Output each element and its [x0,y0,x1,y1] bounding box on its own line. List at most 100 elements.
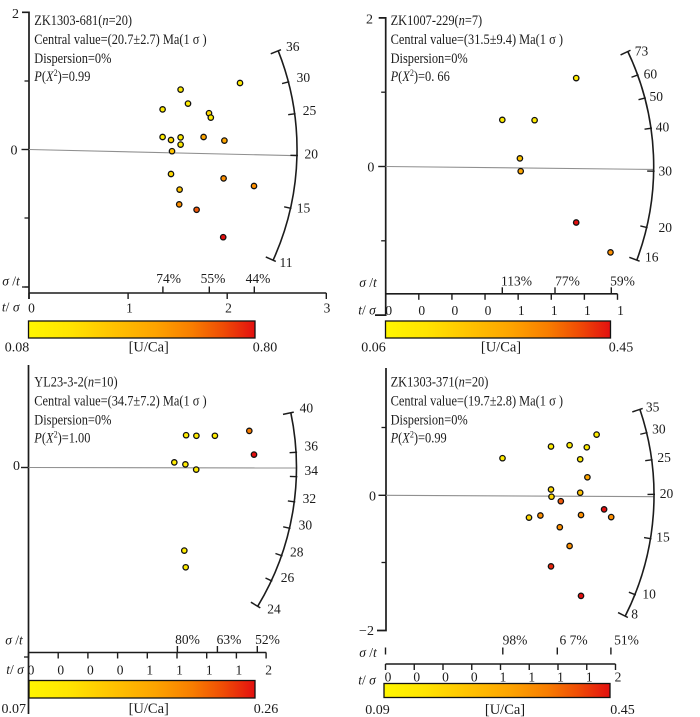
svg-text:16: 16 [645,250,659,265]
svg-text:44%: 44% [246,271,271,286]
svg-text:20: 20 [659,220,673,235]
svg-text:1: 1 [176,663,183,678]
svg-text:0: 0 [369,489,376,504]
svg-text:40: 40 [300,400,314,415]
svg-text:ZK1007-229(n=7): ZK1007-229(n=7) [391,12,483,28]
svg-text:1: 1 [126,300,133,315]
svg-text:3: 3 [324,300,331,315]
svg-text:σ /t: σ /t [359,645,378,660]
svg-text:σ /t: σ /t [359,275,378,290]
svg-text:0.08: 0.08 [5,341,30,356]
svg-text:0.80: 0.80 [253,341,278,356]
svg-text:1: 1 [557,670,564,685]
svg-text:Central value=(31.5±9.4) Ma(1: Central value=(31.5±9.4) Ma(1 σ ) [391,31,563,47]
svg-text:0: 0 [385,303,392,318]
svg-text:74%: 74% [156,271,181,286]
svg-text:2: 2 [225,300,232,315]
svg-text:Central value=(20.7±2.7) Ma(1: Central value=(20.7±2.7) Ma(1 σ ) [34,31,206,47]
svg-text:50: 50 [650,89,664,104]
svg-text:15: 15 [656,530,670,545]
svg-text:60: 60 [644,67,658,82]
svg-text:0.45: 0.45 [609,341,634,356]
svg-text:1: 1 [551,303,558,318]
svg-text:Dispersion=0%: Dispersion=0% [34,50,111,66]
svg-text:[U/Ca]: [U/Ca] [481,340,521,356]
svg-text:P(X2)=0. 66: P(X2)=0. 66 [390,68,450,85]
svg-text:YL23-3-2(n=10): YL23-3-2(n=10) [34,374,117,390]
svg-text:Central value=(19.7±2.8) Ma(1: Central value=(19.7±2.8) Ma(1 σ ) [391,393,563,409]
svg-text:0: 0 [367,160,374,175]
svg-text:0.26: 0.26 [254,702,279,717]
svg-text:t/ σ: t/ σ [2,300,21,315]
svg-text:30: 30 [297,70,311,85]
svg-text:32: 32 [303,491,317,506]
svg-text:1: 1 [586,670,593,685]
svg-text:0: 0 [413,670,420,685]
svg-text:0: 0 [452,303,459,318]
svg-text:25: 25 [657,450,671,465]
svg-text:t/ σ: t/ σ [358,303,377,318]
svg-text:0: 0 [28,663,35,678]
svg-text:113%: 113% [501,274,532,289]
svg-text:20: 20 [660,486,674,501]
svg-text:1: 1 [617,303,624,318]
svg-text:[U/Ca]: [U/Ca] [129,340,169,356]
svg-text:ZK1303-681(n=20): ZK1303-681(n=20) [34,12,132,28]
svg-text:28: 28 [290,544,304,559]
svg-text:ZK1303-371(n=20): ZK1303-371(n=20) [391,374,489,390]
svg-text:1: 1 [206,663,213,678]
svg-text:6 7%: 6 7% [559,633,587,648]
svg-text:20: 20 [305,147,319,162]
svg-text:t/ σ: t/ σ [358,673,377,688]
svg-text:30: 30 [299,518,313,533]
svg-text:0: 0 [385,670,392,685]
svg-text:P(X2)=0.99: P(X2)=0.99 [390,429,447,446]
svg-text:σ /t: σ /t [2,274,21,289]
svg-text:40: 40 [656,120,670,135]
svg-text:24: 24 [267,602,281,617]
svg-text:55%: 55% [201,271,226,286]
svg-text:1: 1 [236,663,243,678]
svg-text:[U/Ca]: [U/Ca] [129,701,169,717]
svg-text:P(X2)=1.00: P(X2)=1.00 [33,429,90,446]
svg-text:[U/Ca]: [U/Ca] [485,702,525,717]
svg-text:0.07: 0.07 [2,702,27,717]
svg-text:26: 26 [281,570,295,585]
svg-text:Dispersion=0%: Dispersion=0% [391,50,468,66]
svg-text:36: 36 [286,39,300,54]
svg-text:10: 10 [642,587,656,602]
svg-text:34: 34 [305,463,319,478]
svg-text:51%: 51% [614,633,639,648]
svg-text:0.09: 0.09 [365,703,390,717]
svg-text:Central value=(34.7±7.2) Ma(1: Central value=(34.7±7.2) Ma(1 σ ) [34,393,206,409]
svg-text:0: 0 [11,143,18,158]
svg-text:1: 1 [146,663,153,678]
svg-text:2: 2 [615,670,622,685]
svg-text:36: 36 [305,439,319,454]
svg-text:1: 1 [518,303,525,318]
svg-text:0: 0 [485,303,492,318]
svg-text:0: 0 [28,300,35,315]
svg-text:Dispersion=0%: Dispersion=0% [34,412,111,428]
svg-text:59%: 59% [610,274,635,289]
svg-text:8: 8 [631,606,638,621]
svg-text:0: 0 [117,663,124,678]
svg-text:σ /t: σ /t [5,633,24,648]
svg-text:0: 0 [471,670,478,685]
svg-text:35: 35 [646,400,660,415]
svg-text:2: 2 [366,13,373,28]
svg-text:1: 1 [528,670,535,685]
svg-text:77%: 77% [555,274,580,289]
svg-text:73: 73 [635,44,649,59]
svg-text:0: 0 [87,663,94,678]
svg-text:P(X2)=0.99: P(X2)=0.99 [33,68,90,85]
svg-text:30: 30 [659,164,673,179]
svg-text:0.45: 0.45 [610,703,635,717]
svg-text:−2: −2 [359,624,374,639]
svg-text:t/ σ: t/ σ [6,662,25,677]
svg-text:0.06: 0.06 [361,341,386,356]
svg-text:25: 25 [303,103,317,118]
svg-text:0: 0 [13,459,20,474]
svg-text:1: 1 [584,303,591,318]
svg-text:15: 15 [297,201,311,216]
